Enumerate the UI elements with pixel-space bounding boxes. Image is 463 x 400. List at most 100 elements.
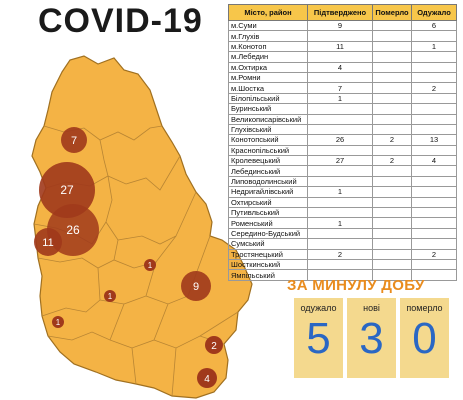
cell-confirmed	[307, 113, 373, 125]
cell-city: Сумський	[228, 238, 308, 250]
cell-city: м.Шостка	[228, 82, 308, 94]
cell-recovered	[411, 258, 457, 271]
region-outline	[31, 55, 253, 399]
table-row: м.Шостка 7 2	[228, 82, 457, 94]
marker-label: 2	[211, 341, 217, 352]
case-bubbles	[34, 127, 223, 388]
cell-recovered	[411, 144, 457, 157]
table-row: м.Ромни	[228, 71, 457, 84]
cell-confirmed	[307, 30, 373, 42]
cell-city: Охтирський	[228, 196, 308, 209]
cell-died	[372, 61, 412, 73]
table-row: Сумський	[228, 238, 457, 250]
cell-recovered	[411, 30, 457, 42]
col-header-recovered: Одужало	[411, 4, 457, 21]
table-row: Кролевецький 27 2 4	[228, 155, 457, 167]
cell-confirmed	[307, 51, 373, 63]
cell-recovered: 4	[411, 155, 457, 167]
cell-confirmed: 26	[307, 134, 373, 146]
marker-label: 9	[193, 281, 199, 293]
cell-died	[372, 19, 412, 32]
table-row: Конотопський 26 2 13	[228, 134, 457, 146]
cell-recovered	[411, 238, 457, 250]
cell-died	[372, 123, 412, 136]
cell-confirmed	[307, 207, 373, 219]
cell-died	[372, 227, 412, 240]
table-row: Білопільський 1	[228, 92, 457, 105]
table-row: Роменський 1	[228, 217, 457, 229]
cell-died	[372, 113, 412, 125]
cell-confirmed: 27	[307, 155, 373, 167]
cell-died	[372, 238, 412, 250]
table-row: Ямпільський	[228, 269, 457, 281]
cell-confirmed	[307, 258, 373, 271]
stat-recovered: одужало 5	[294, 298, 343, 378]
table-row: Путивльський	[228, 207, 457, 219]
cell-recovered	[411, 113, 457, 125]
col-header-confirmed: Підтверджено	[307, 4, 373, 21]
marker-label: 26	[66, 223, 80, 237]
cell-died	[372, 82, 412, 94]
table-row: м.Глухів	[228, 30, 457, 42]
col-header-city: Місто, район	[228, 4, 308, 21]
marker-bubble	[144, 259, 156, 271]
cell-died: 2	[372, 155, 412, 167]
marker-bubble	[34, 228, 62, 256]
cell-city: Буринський	[228, 103, 308, 115]
table-row: м.Охтирка 4	[228, 61, 457, 73]
table-row: Шосткинський	[228, 258, 457, 271]
cell-city: Тростянецький	[228, 248, 308, 261]
cell-recovered: 6	[411, 19, 457, 32]
cell-died	[372, 30, 412, 42]
stat-died: померло 0	[400, 298, 449, 378]
cell-city: Середино-Будський	[228, 227, 308, 240]
cell-recovered	[411, 71, 457, 84]
table-row: Лебединський	[228, 165, 457, 177]
marker-label: 1	[148, 261, 153, 270]
table-row: м.Суми 9 6	[228, 19, 457, 32]
cell-recovered	[411, 123, 457, 136]
cell-recovered	[411, 61, 457, 73]
table-row: Тростянецький 2 2	[228, 248, 457, 261]
table-row: м.Конотоп 11 1	[228, 40, 457, 53]
cell-city: Білопільський	[228, 92, 308, 105]
cell-recovered	[411, 196, 457, 209]
cell-city: Глухівський	[228, 123, 308, 136]
bubble-labels: 7 27 26 11 1 1 9 1 2 4	[42, 135, 217, 385]
stat-new: нові 3	[347, 298, 396, 378]
cell-recovered	[411, 186, 457, 198]
stat-value: 5	[306, 314, 331, 363]
cell-recovered	[411, 103, 457, 115]
table-row: Липоводолинський	[228, 175, 457, 188]
cell-died: 2	[372, 134, 412, 146]
cell-recovered	[411, 51, 457, 63]
cell-confirmed: 1	[307, 92, 373, 105]
cell-city: Кролевецький	[228, 155, 308, 167]
cell-recovered: 1	[411, 40, 457, 53]
marker-bubble	[61, 127, 87, 153]
cell-confirmed	[307, 238, 373, 250]
cell-died	[372, 258, 412, 271]
table-row: Недригайлівський 1	[228, 186, 457, 198]
daily-title: ЗА МИНУЛУ ДОБУ	[287, 277, 425, 294]
marker-label: 27	[60, 183, 74, 197]
stat-label: нові	[363, 303, 380, 313]
cell-confirmed	[307, 165, 373, 177]
cell-died	[372, 217, 412, 229]
cell-confirmed: 4	[307, 61, 373, 73]
cell-confirmed	[307, 144, 373, 157]
district-borders	[33, 125, 239, 397]
cell-confirmed	[307, 196, 373, 209]
cell-recovered: 2	[411, 82, 457, 94]
cell-confirmed: 7	[307, 82, 373, 94]
cell-recovered	[411, 165, 457, 177]
cell-recovered	[411, 227, 457, 240]
cell-confirmed	[307, 103, 373, 115]
cell-confirmed	[307, 227, 373, 240]
table-header-row: Місто, район Підтверджено Померло Одужал…	[228, 4, 457, 21]
cell-recovered: 2	[411, 248, 457, 261]
cell-recovered	[411, 269, 457, 281]
cell-confirmed: 11	[307, 40, 373, 53]
marker-bubble	[39, 162, 95, 218]
marker-bubble	[181, 271, 211, 301]
